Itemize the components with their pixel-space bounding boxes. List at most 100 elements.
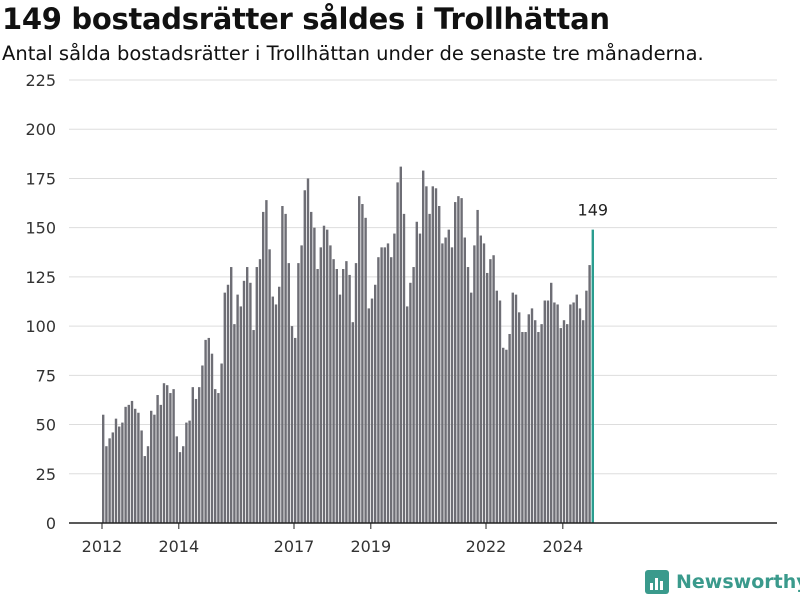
bar (137, 412, 140, 523)
bar (412, 267, 415, 523)
bar (364, 217, 367, 524)
bar (274, 304, 278, 523)
bar (287, 263, 290, 523)
bar (524, 332, 527, 523)
bar (335, 269, 338, 523)
bar (354, 263, 358, 523)
bars (102, 166, 594, 524)
bar (118, 426, 121, 523)
bar (322, 225, 326, 523)
bar (294, 337, 297, 523)
bar (518, 312, 521, 523)
bar (108, 438, 111, 523)
bar (153, 414, 156, 523)
bar (425, 186, 428, 523)
bar (258, 259, 262, 523)
bar (226, 284, 230, 523)
chart-subtitle: Antal sålda bostadsrätter i Trollhättan … (2, 42, 704, 65)
bar (140, 430, 143, 523)
bar (502, 347, 505, 523)
bar (262, 211, 265, 523)
bar (383, 247, 386, 523)
bar (121, 422, 124, 523)
x-tick-label: 2012 (82, 537, 123, 556)
bar (361, 204, 364, 524)
bar (396, 182, 399, 524)
bar (207, 337, 210, 523)
bar (482, 243, 486, 523)
bar (534, 320, 537, 523)
bar (223, 292, 226, 523)
bar (156, 395, 159, 523)
bar (399, 166, 402, 523)
bar (415, 221, 418, 523)
y-tick-label: 100 (25, 317, 56, 336)
bar (530, 308, 534, 523)
bar (351, 322, 354, 523)
bar (434, 188, 438, 524)
bar (268, 249, 271, 523)
y-tick-label: 150 (25, 219, 56, 238)
newsworthy-logo: Newsworthy (645, 570, 800, 594)
y-tick-label: 0 (46, 514, 56, 533)
bar (233, 324, 236, 523)
bar (370, 298, 374, 523)
bar (418, 233, 422, 523)
bar (498, 300, 502, 523)
x-tick-label: 2024 (542, 537, 583, 556)
bar (281, 206, 284, 523)
bar (124, 406, 127, 523)
bar (204, 339, 207, 523)
bar (220, 363, 223, 523)
bar (585, 290, 588, 523)
y-tick-label: 225 (25, 71, 56, 90)
bar (588, 265, 591, 523)
bar (162, 383, 166, 523)
bar (290, 326, 294, 523)
bar (249, 282, 252, 523)
y-tick-label: 125 (25, 268, 56, 287)
bar (239, 306, 242, 523)
bar (188, 420, 191, 523)
bar (463, 237, 466, 523)
bar (550, 282, 553, 523)
bar (329, 245, 332, 524)
y-tick-label: 75 (36, 366, 56, 385)
chart-title: 149 bostadsrätter såldes i Trollhättan (2, 2, 610, 36)
bar (466, 267, 470, 523)
y-tick-label: 25 (36, 465, 56, 484)
x-axis: 2012 2014 2017 2019 2022 2024 (69, 522, 777, 556)
x-tick-label: 2019 (350, 537, 391, 556)
bar (457, 196, 460, 524)
bar (172, 389, 175, 523)
bar (367, 308, 370, 523)
bar (342, 269, 345, 523)
bar (556, 304, 559, 523)
bar (377, 257, 380, 523)
bar (185, 422, 188, 523)
bar (527, 314, 530, 523)
bar (543, 300, 546, 523)
bar (508, 333, 511, 523)
bar (242, 280, 246, 523)
bar (358, 196, 361, 524)
bar (559, 328, 562, 523)
bar-latest (591, 229, 594, 523)
bar (198, 387, 201, 523)
bar (521, 332, 524, 523)
bar (438, 206, 441, 523)
bar (169, 393, 172, 523)
bar (166, 385, 169, 523)
bar (134, 408, 137, 523)
bar (230, 267, 233, 523)
bar (540, 324, 543, 523)
bar (460, 198, 463, 523)
bar (390, 257, 393, 523)
bar (441, 243, 444, 523)
x-tick-label: 2014 (158, 537, 199, 556)
bar (236, 294, 239, 523)
bar (575, 294, 578, 523)
bar (114, 418, 118, 523)
bar (127, 404, 130, 523)
bar (332, 259, 335, 523)
